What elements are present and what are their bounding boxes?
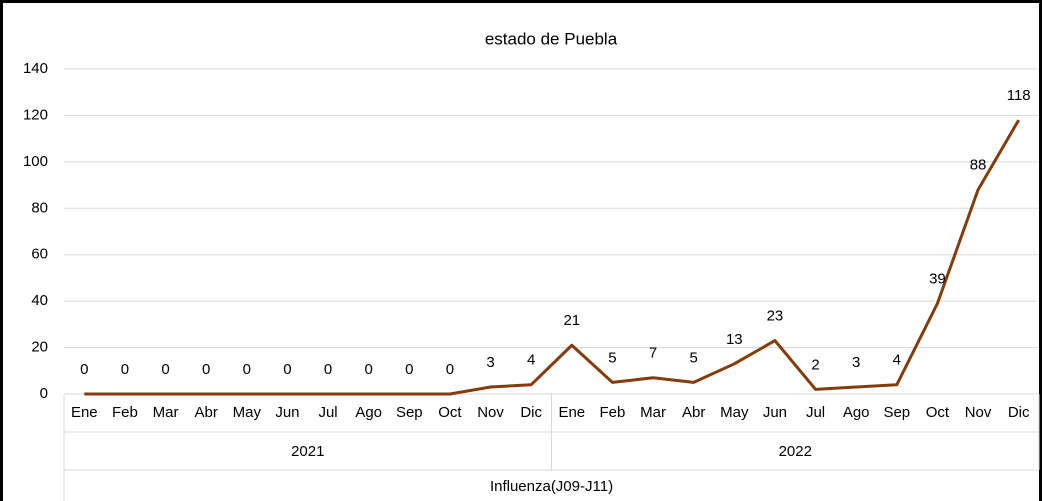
y-tick-label: 20 — [31, 339, 48, 356]
x-tick-label: May — [233, 404, 262, 421]
data-label: 21 — [563, 312, 580, 329]
data-label: 7 — [649, 345, 657, 362]
data-label: 4 — [893, 352, 901, 369]
data-line — [84, 119, 1020, 396]
data-label: 0 — [405, 361, 413, 378]
x-tick-label: Ago — [355, 404, 382, 421]
data-label: 0 — [446, 361, 454, 378]
x-tick-label: Nov — [477, 404, 504, 421]
y-tick-label: 60 — [31, 246, 48, 263]
x-tick-label: Nov — [965, 404, 992, 421]
y-tick-label: 100 — [23, 153, 48, 170]
x-tick-label: Jun — [763, 404, 787, 421]
data-label: 0 — [324, 361, 332, 378]
data-label: 3 — [486, 354, 494, 371]
x-group-label: 2022 — [779, 443, 812, 460]
data-label: 0 — [243, 361, 251, 378]
data-label: 5 — [690, 349, 698, 366]
x-tick-label: Dic — [520, 404, 542, 421]
data-label: 0 — [121, 361, 129, 378]
data-label: 118 — [1007, 87, 1031, 104]
y-tick-label: 0 — [40, 385, 48, 402]
y-tick-label: 40 — [31, 292, 48, 309]
x-axis-label: Influenza(J09-J11) — [490, 478, 613, 495]
y-tick-label: 120 — [23, 106, 48, 123]
data-label: 0 — [202, 361, 210, 378]
x-tick-label: Mar — [640, 404, 666, 421]
x-tick-label: May — [720, 404, 749, 421]
x-tick-label: Sep — [883, 404, 910, 421]
data-label: 2 — [811, 356, 819, 373]
x-tick-label: Jun — [275, 404, 299, 421]
data-label: 88 — [970, 157, 987, 174]
data-label: 13 — [726, 331, 743, 348]
x-tick-label: Dic — [1008, 404, 1030, 421]
data-label: 4 — [527, 352, 535, 369]
x-tick-label: Oct — [926, 404, 950, 421]
x-tick-label: Jul — [318, 404, 337, 421]
data-label: 23 — [767, 308, 784, 325]
x-tick-label: Abr — [195, 404, 218, 421]
data-label: 0 — [161, 361, 169, 378]
y-tick-label: 80 — [31, 199, 48, 216]
x-tick-label: Feb — [112, 404, 138, 421]
data-label: 0 — [283, 361, 291, 378]
data-label: 5 — [608, 349, 616, 366]
x-tick-label: Ene — [558, 404, 585, 421]
x-tick-label: Abr — [682, 404, 705, 421]
data-label: 39 — [929, 270, 946, 287]
x-tick-label: Ene — [71, 404, 98, 421]
y-tick-label: 140 — [23, 60, 48, 77]
x-tick-label: Oct — [438, 404, 462, 421]
data-label: 0 — [365, 361, 373, 378]
x-tick-label: Mar — [153, 404, 179, 421]
x-group-label: 2021 — [291, 443, 324, 460]
data-label: 0 — [80, 361, 88, 378]
x-tick-label: Feb — [600, 404, 626, 421]
x-tick-label: Ago — [843, 404, 870, 421]
data-label: 3 — [852, 354, 860, 371]
chart-title: estado de Puebla — [485, 29, 618, 48]
x-tick-label: Sep — [396, 404, 423, 421]
x-tick-label: Jul — [806, 404, 825, 421]
